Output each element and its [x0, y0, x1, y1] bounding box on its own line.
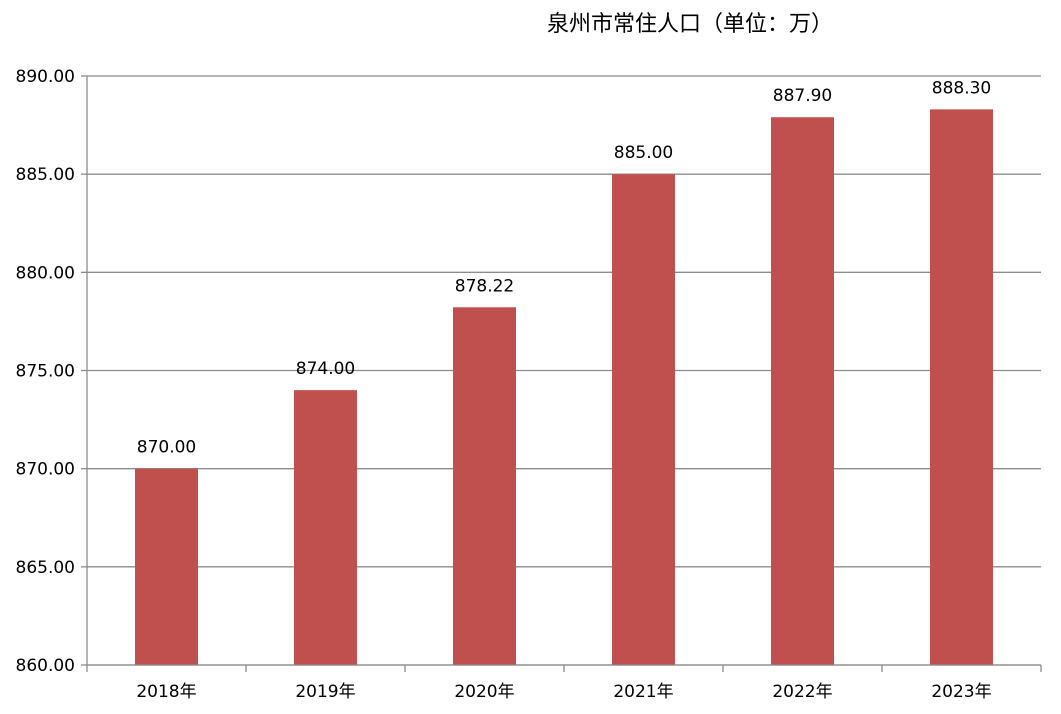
- data-labels: 870.00 874.00 878.22 885.00 887.90 888.30: [137, 78, 991, 457]
- bar: [612, 174, 675, 665]
- bar: [930, 109, 993, 666]
- data-label: 874.00: [296, 359, 355, 379]
- y-tick-label: 880.00: [16, 263, 75, 283]
- y-tick-label: 890.00: [16, 67, 75, 87]
- data-label: 885.00: [614, 143, 673, 163]
- bar: [453, 307, 516, 665]
- data-label: 870.00: [137, 438, 196, 458]
- x-axis-ticks: 2018年 2019年 2020年 2021年 2022年 2023年: [86, 665, 1042, 702]
- y-tick-label: 885.00: [16, 165, 75, 185]
- bar: [294, 390, 357, 665]
- bars: [135, 109, 993, 666]
- y-tick-label: 870.00: [16, 460, 75, 480]
- y-tick-label: 865.00: [16, 558, 75, 578]
- y-tick-label: 875.00: [16, 362, 75, 382]
- y-tick-label: 860.00: [16, 656, 75, 676]
- grid-lines: [87, 75, 1041, 666]
- data-label: 878.22: [455, 276, 514, 296]
- x-tick-label: 2023年: [931, 682, 991, 702]
- data-label: 888.30: [932, 78, 991, 98]
- x-tick-label: 2020年: [454, 682, 514, 702]
- data-label: 887.90: [773, 86, 832, 106]
- x-tick-label: 2021年: [613, 682, 673, 702]
- x-tick-label: 2019年: [295, 682, 355, 702]
- x-tick-label: 2018年: [136, 682, 196, 702]
- bar: [135, 468, 198, 665]
- chart-title: 泉州市常住人口（单位：万）: [546, 12, 833, 37]
- x-tick-label: 2022年: [772, 682, 832, 702]
- bar: [771, 117, 834, 666]
- y-axis-ticks: 860.00 865.00 870.00 875.00 880.00 885.00 890.…: [16, 67, 87, 676]
